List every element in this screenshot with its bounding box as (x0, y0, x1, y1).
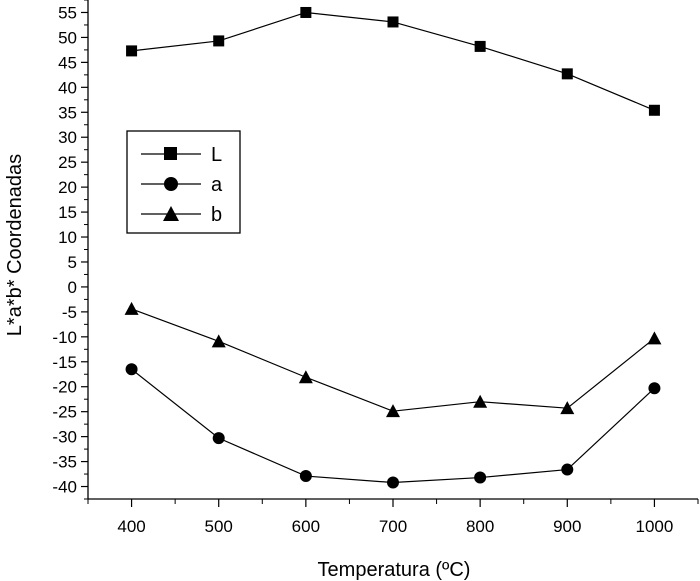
y-tick-label: -10 (52, 328, 77, 347)
y-tick-label: 45 (58, 53, 77, 72)
y-tick-label: 25 (58, 153, 77, 172)
x-tick-label: 700 (379, 517, 407, 536)
data-point-a (387, 476, 399, 489)
y-tick-label: 5 (68, 253, 77, 272)
legend-marker-L (164, 147, 177, 160)
y-tick-label: 30 (58, 128, 77, 147)
data-point-L (126, 45, 138, 57)
data-point-L (648, 104, 660, 116)
y-tick-label: 50 (58, 28, 77, 47)
y-tick-label: -30 (52, 428, 77, 447)
y-tick-label: -20 (52, 378, 77, 397)
data-point-L (561, 68, 573, 80)
data-point-b (211, 334, 226, 348)
axes: 5550454035302520151050-5-10-15-20-25-30-… (52, 0, 699, 536)
legend-box (126, 130, 241, 234)
data-point-b (647, 331, 662, 345)
data-point-L (213, 35, 225, 47)
y-tick-label: -40 (52, 478, 77, 497)
data-point-a (212, 432, 225, 445)
series-a (125, 363, 661, 489)
legend-label-a: a (211, 174, 223, 196)
y-tick-label: -25 (52, 403, 77, 422)
y-tick-label: 35 (58, 103, 77, 122)
x-tick-label: 800 (466, 517, 494, 536)
y-tick-label: -15 (52, 353, 77, 372)
y-axis-title: L*a*b* Coordenadas (4, 154, 26, 336)
data-point-a (299, 470, 312, 483)
x-tick-label: 400 (117, 517, 145, 536)
y-tick-label: -35 (52, 453, 77, 472)
data-point-b (386, 404, 400, 418)
legend-label-L: L (211, 144, 222, 166)
y-tick-label: 40 (58, 78, 77, 97)
y-tick-label: -5 (62, 303, 77, 322)
data-point-a (125, 363, 138, 376)
data-point-L (300, 6, 312, 18)
series-line-b (131, 308, 655, 412)
series-b (124, 301, 662, 418)
x-tick-label: 900 (553, 517, 581, 536)
legend-marker-a (164, 177, 178, 191)
x-tick-label: 1000 (636, 517, 674, 536)
data-point-b (473, 394, 488, 408)
data-point-a (561, 463, 574, 476)
series-layer (124, 6, 662, 489)
x-tick-label: 500 (205, 517, 233, 536)
x-axis-title: Temperatura (ºC) (318, 559, 471, 581)
data-point-a (648, 382, 661, 395)
data-point-L (474, 40, 486, 52)
y-tick-label: 55 (58, 3, 77, 22)
data-point-b (124, 301, 139, 315)
data-point-b (560, 401, 575, 415)
legend: L a b (126, 130, 241, 234)
legend-marker-b (163, 206, 179, 221)
legend-label-b: b (211, 204, 222, 226)
data-point-a (474, 471, 487, 484)
y-tick-label: 0 (68, 278, 77, 297)
series-L (126, 6, 660, 116)
x-tick-label: 600 (292, 517, 320, 536)
data-point-b (298, 370, 313, 384)
data-point-L (387, 16, 399, 28)
y-tick-label: 15 (58, 203, 77, 222)
y-tick-label: 20 (58, 178, 77, 197)
y-tick-label: 10 (58, 228, 77, 247)
series-line-a (131, 368, 655, 484)
